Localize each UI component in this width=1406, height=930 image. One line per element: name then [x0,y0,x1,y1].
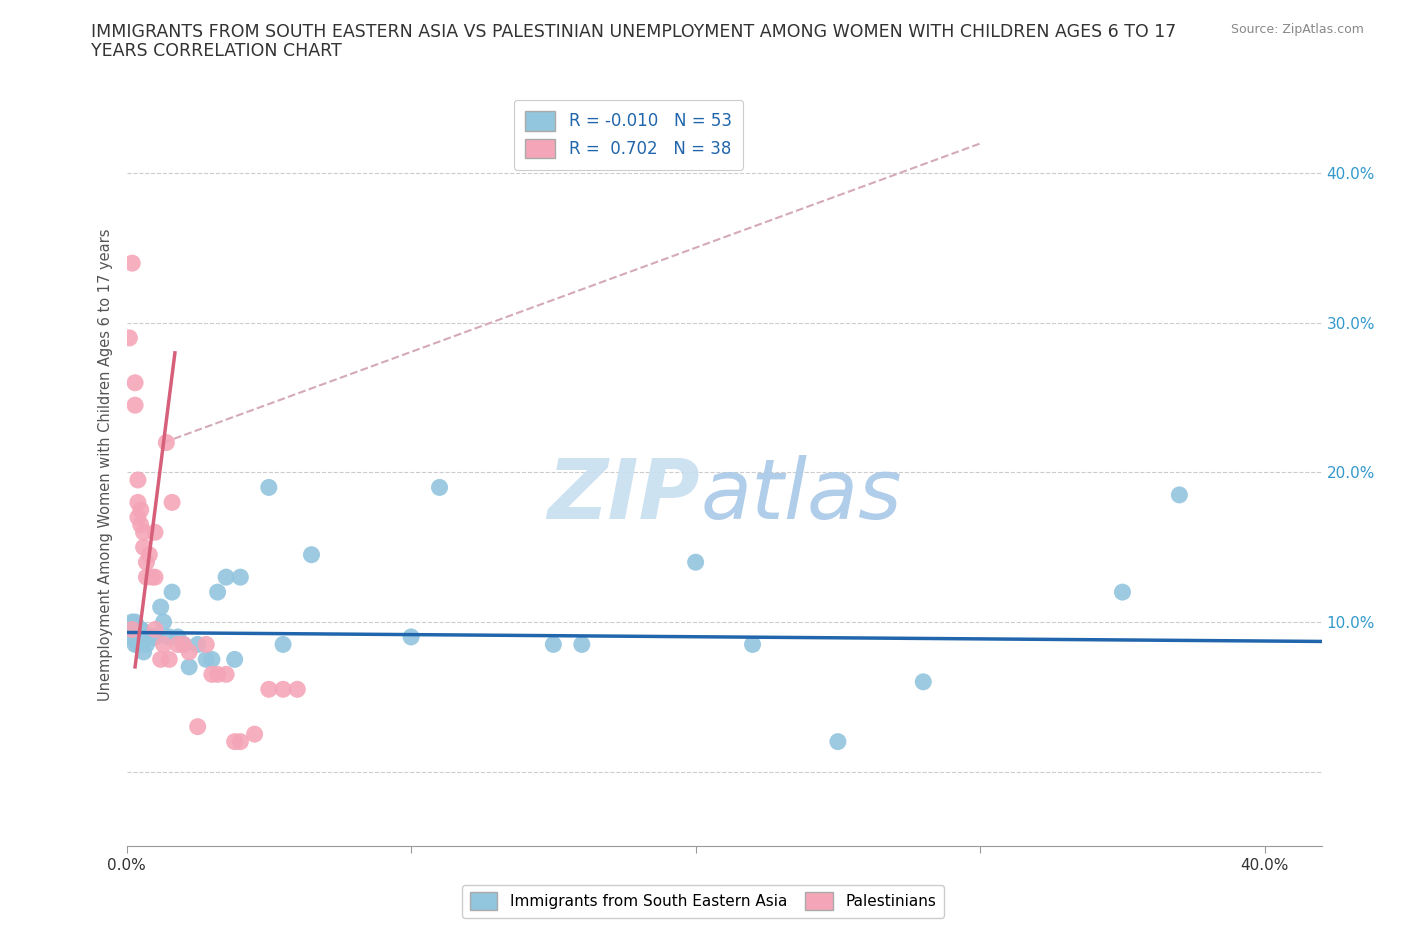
Point [157,652,180,667]
Point [132,539,155,554]
Point [271,682,294,697]
Text: Source: ZipAtlas.com: Source: ZipAtlas.com [1230,23,1364,36]
Point [127,510,149,525]
Point [166,630,188,644]
Point [143,630,166,644]
Point [160,585,183,600]
Point [138,547,160,562]
Text: atlas: atlas [700,455,901,536]
Point [207,667,229,682]
Point [129,502,152,517]
Point [271,637,294,652]
Point [143,630,166,644]
Point [127,630,149,644]
Point [121,256,143,271]
Point [195,652,218,667]
Point [179,659,201,674]
Point [135,555,157,570]
Point [127,495,149,510]
Point [257,682,280,697]
Point [152,637,174,652]
Point [187,719,209,734]
Point [124,376,146,391]
Point [429,480,451,495]
Point [201,667,224,682]
Point [135,630,157,644]
Point [129,630,152,644]
Point [132,630,155,644]
Point [127,472,149,487]
Point [157,630,180,644]
Y-axis label: Unemployment Among Women with Children Ages 6 to 17 years: Unemployment Among Women with Children A… [98,229,114,701]
Point [152,615,174,630]
Point [155,435,177,450]
Point [121,630,143,644]
Point [141,630,163,644]
Point [138,630,160,644]
Text: IMMIGRANTS FROM SOUTH EASTERN ASIA VS PALESTINIAN UNEMPLOYMENT AMONG WOMEN WITH : IMMIGRANTS FROM SOUTH EASTERN ASIA VS PA… [91,23,1177,41]
Point [229,570,252,585]
Point [132,644,155,659]
Point [207,585,229,600]
Point [143,525,166,539]
Point [172,637,194,652]
Point [1168,487,1191,502]
Point [127,630,149,644]
Point [118,622,141,637]
Legend: Immigrants from South Eastern Asia, Palestinians: Immigrants from South Eastern Asia, Pale… [463,884,943,918]
Point [160,495,183,510]
Point [543,637,565,652]
Point [229,734,252,749]
Point [399,630,422,644]
Point [201,652,224,667]
Point [243,726,266,741]
Point [124,398,146,413]
Point [195,637,218,652]
Text: ZIP: ZIP [547,455,700,536]
Point [215,667,238,682]
Point [138,630,160,644]
Legend: R = -0.010   N = 53, R =  0.702   N = 38: R = -0.010 N = 53, R = 0.702 N = 38 [513,100,744,170]
Point [121,615,143,630]
Point [124,637,146,652]
Point [685,555,707,570]
Point [149,652,172,667]
Point [301,547,323,562]
Point [827,734,849,749]
Point [571,637,593,652]
Point [224,734,246,749]
Point [124,630,146,644]
Point [118,630,141,644]
Point [149,600,172,615]
Point [172,637,194,652]
Point [912,674,935,689]
Point [141,630,163,644]
Point [129,622,152,637]
Point [121,622,143,637]
Point [129,517,152,532]
Point [187,637,209,652]
Point [1111,585,1133,600]
Point [121,622,143,637]
Point [179,644,201,659]
Point [143,570,166,585]
Point [285,682,308,697]
Point [124,615,146,630]
Point [118,330,141,345]
Point [166,637,188,652]
Point [141,570,163,585]
Point [127,637,149,652]
Point [129,622,152,637]
Text: YEARS CORRELATION CHART: YEARS CORRELATION CHART [91,42,342,60]
Point [143,622,166,637]
Point [132,525,155,539]
Point [135,637,157,652]
Point [124,622,146,637]
Point [224,652,246,667]
Point [132,630,155,644]
Point [257,480,280,495]
Point [741,637,763,652]
Point [135,570,157,585]
Point [215,570,238,585]
